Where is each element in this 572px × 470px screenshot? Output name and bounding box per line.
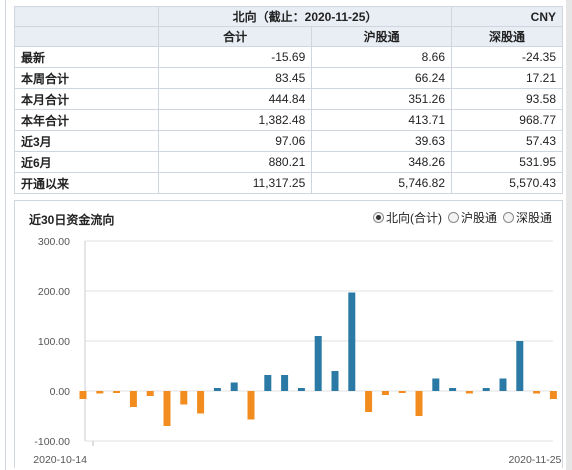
- chart-bar: [230, 382, 238, 391]
- row-label: 最新: [14, 46, 159, 68]
- chart-bar: [314, 336, 322, 391]
- chart-bar: [197, 391, 205, 414]
- cell-total: 444.84: [157, 88, 313, 110]
- cell-shenzhen: 968.77: [451, 109, 563, 131]
- chart-bar: [264, 375, 272, 391]
- cell-total: 97.06: [157, 130, 313, 152]
- radio-button-icon[interactable]: [447, 212, 459, 223]
- chart-bar: [398, 391, 406, 393]
- chart-bar: [365, 391, 373, 412]
- cell-shenzhen: 17.21: [451, 67, 563, 89]
- cell-total: 1,382.48: [157, 109, 313, 131]
- option-label: 深股通: [515, 211, 552, 225]
- chart-bar: [213, 388, 221, 391]
- chart-bar: [79, 391, 87, 399]
- table-row: 本年合计 1,382.48 413.71 968.77: [14, 109, 563, 131]
- row-label: 开通以来: [14, 172, 159, 194]
- option-northbound-total[interactable]: 北向(合计): [372, 209, 442, 226]
- series-selector: 北向(合计) 沪股通 深股通: [372, 209, 552, 226]
- chart-bar: [129, 391, 137, 407]
- chart-bar: [516, 341, 524, 391]
- chart-bar: [146, 391, 154, 396]
- flow-chart-section: -100.00 0.00 100.00 200.00 300.00 2020-10-14 2…: [14, 200, 563, 468]
- y-tick-label: 200.00: [38, 286, 70, 298]
- chart-bar: [549, 391, 557, 399]
- chart-title: 近30日资金流向: [29, 213, 115, 227]
- y-tick-label: 100.00: [38, 336, 70, 348]
- cell-shanghai: 5,746.82: [311, 172, 453, 194]
- row-label: 本月合计: [14, 88, 159, 110]
- table-row: 本月合计 444.84 351.26 93.58: [14, 88, 563, 110]
- cell-total: -15.69: [157, 46, 313, 68]
- chart-bar: [449, 388, 457, 391]
- chart-bar: [465, 391, 473, 394]
- table-title: 北向（截止：2020-11-25）: [157, 6, 453, 27]
- option-shanghai-connect[interactable]: 沪股通: [447, 209, 497, 226]
- chart-bar: [180, 391, 188, 405]
- y-tick-label: -100.00: [34, 436, 70, 448]
- cell-shanghai: 413.71: [311, 109, 453, 131]
- chart-bar: [533, 391, 541, 394]
- capital-flow-table: 北向（截止：2020-11-25） CNY 合计 沪股通 深股通 最新 -15.…: [14, 6, 563, 194]
- cell-shanghai: 351.26: [311, 88, 453, 110]
- chart-bar: [331, 371, 339, 391]
- chart-bar: [96, 391, 104, 394]
- y-tick-label: 0.00: [50, 386, 71, 398]
- northbound-panel: 北向（截止：2020-11-25） CNY 合计 沪股通 深股通 最新 -15.…: [5, 0, 567, 470]
- cell-shenzhen: 5,570.43: [451, 172, 563, 194]
- chart-bar: [482, 388, 490, 391]
- table-row: 本周合计 83.45 66.24 17.21: [14, 67, 563, 89]
- table-row: 最新 -15.69 8.66 -24.35: [14, 46, 563, 68]
- cell-total: 880.21: [157, 151, 313, 173]
- chart-bar: [247, 391, 255, 420]
- column-header-total: 合计: [157, 26, 313, 47]
- chart-bar: [381, 391, 389, 395]
- cell-shanghai: 66.24: [311, 67, 453, 89]
- column-header-shanghai: 沪股通: [311, 26, 453, 47]
- table-row: 近3月 97.06 39.63 57.43: [14, 130, 563, 152]
- cell-shenzhen: 93.58: [451, 88, 563, 110]
- option-label: 北向(合计): [385, 211, 442, 225]
- chart-bar: [281, 375, 289, 391]
- chart-bar: [113, 391, 121, 393]
- scrollbar-track[interactable]: [566, 0, 572, 470]
- cell-shenzhen: 57.43: [451, 130, 563, 152]
- option-shenzhen-connect[interactable]: 深股通: [502, 209, 552, 226]
- cell-total: 83.45: [157, 67, 313, 89]
- chart-bar: [415, 391, 423, 416]
- row-label: 本年合计: [14, 109, 159, 131]
- flow-chart: -100.00 0.00 100.00 200.00 300.00 2020-10-14 2…: [33, 236, 561, 466]
- chart-bar: [163, 391, 171, 426]
- cell-total: 11,317.25: [157, 172, 313, 194]
- radio-button-icon[interactable]: [372, 212, 384, 223]
- cell-shenzhen: 531.95: [451, 151, 563, 173]
- table-row: 开通以来 11,317.25 5,746.82 5,570.43: [14, 172, 563, 194]
- x-tick-label: 2020-10-14: [33, 454, 87, 466]
- table-row: 近6月 880.21 348.26 531.95: [14, 151, 563, 173]
- chart-bar: [348, 292, 356, 391]
- cell-shanghai: 348.26: [311, 151, 453, 173]
- option-label: 沪股通: [460, 211, 497, 225]
- row-label: 近6月: [14, 151, 159, 173]
- row-label: 近3月: [14, 130, 159, 152]
- cell-shenzhen: -24.35: [451, 46, 563, 68]
- chart-bar: [432, 378, 440, 391]
- chart-bar: [297, 388, 305, 391]
- y-tick-label: 300.00: [38, 236, 70, 248]
- radio-button-icon[interactable]: [502, 212, 514, 223]
- column-header-row: 合计 沪股通 深股通: [14, 26, 563, 47]
- column-header-shenzhen: 深股通: [451, 26, 563, 47]
- x-tick-label: 2020-11-25: [508, 454, 561, 466]
- chart-bar: [499, 378, 507, 391]
- cell-shanghai: 8.66: [311, 46, 453, 68]
- currency-label: CNY: [451, 6, 563, 27]
- table-header-row: 北向（截止：2020-11-25） CNY: [14, 6, 563, 27]
- cell-shanghai: 39.63: [311, 130, 453, 152]
- row-label: 本周合计: [14, 67, 159, 89]
